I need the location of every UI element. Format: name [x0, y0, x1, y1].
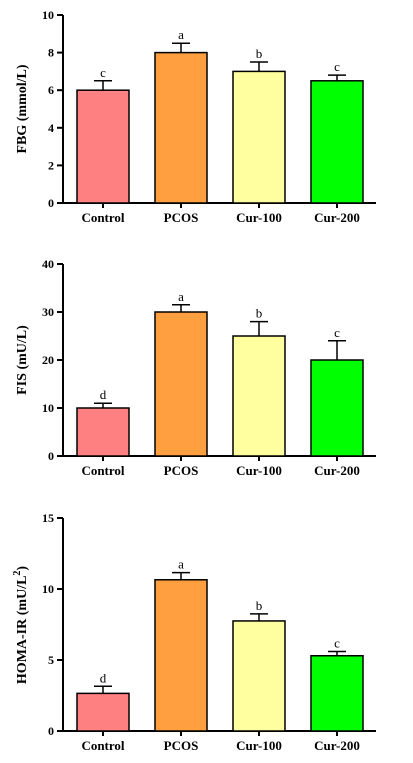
- y-tick-label: 0: [48, 724, 54, 738]
- significance-letter: c: [334, 59, 340, 74]
- y-axis-label-superscript: 2: [12, 571, 23, 576]
- x-tick-label: PCOS: [164, 463, 199, 478]
- significance-letter: c: [334, 635, 340, 650]
- bar-control: [76, 692, 130, 732]
- significance-letter: c: [334, 325, 340, 340]
- significance-letter: b: [256, 306, 263, 321]
- y-axis-label-main: HOMA-IR (mU/L: [15, 576, 30, 685]
- x-tick-label: Control: [81, 738, 124, 753]
- x-tick-label: Cur-100: [236, 210, 282, 225]
- y-tick-label: 0: [48, 449, 54, 463]
- chart-panel-1: 0 2 4 6 8 10 FBG (mmol/L) c Control a PCOS b Cur-100…: [15, 8, 376, 225]
- x-tick-label: Cur-100: [236, 463, 282, 478]
- y-tick-label: 20: [42, 353, 54, 367]
- x-tick-label: Cur-100: [236, 738, 282, 753]
- bar-cur-100: [232, 620, 286, 732]
- y-tick-label: 10: [42, 8, 54, 22]
- y-tick-label: 4: [48, 121, 54, 135]
- y-axis-label: HOMA-IR (mU/L2): [12, 566, 30, 685]
- x-tick-label: Cur-200: [314, 463, 360, 478]
- chart-panel-3: 0 5 10 15 HOMA-IR (mU/L2) d Control a PCOS b Cur-1…: [12, 511, 376, 753]
- x-tick-label: Cur-200: [314, 210, 360, 225]
- bar-cur-200: [310, 359, 364, 457]
- significance-letter: b: [256, 46, 263, 61]
- y-tick-label: 10: [42, 401, 54, 415]
- significance-letter: d: [100, 670, 107, 685]
- significance-letter: c: [100, 65, 106, 80]
- y-tick-label: 30: [42, 305, 54, 319]
- bar-cur-100: [232, 335, 286, 457]
- bar-control: [76, 407, 130, 457]
- bar-pcos: [154, 579, 208, 732]
- bar-cur-200: [310, 80, 364, 204]
- significance-letter: a: [178, 289, 184, 304]
- y-axis-label: FIS (mU/L): [15, 325, 30, 395]
- y-tick-label: 0: [48, 196, 54, 210]
- significance-letter: a: [178, 27, 184, 42]
- chart-panel-2: 0 10 20 30 40 FIS (mU/L) d Control a PCOS b Cur-100…: [15, 257, 376, 478]
- significance-letter: b: [256, 598, 263, 613]
- y-axis-label-end: ): [15, 566, 30, 571]
- y-axis-label-main: FIS (mU/L): [15, 325, 30, 395]
- significance-letter: a: [178, 557, 184, 572]
- y-tick-label: 5: [48, 653, 54, 667]
- y-axis-label-main: FBG (mmol/L): [15, 64, 30, 153]
- x-tick-label: PCOS: [164, 210, 199, 225]
- y-tick-label: 15: [42, 511, 54, 525]
- y-tick-label: 8: [48, 46, 54, 60]
- bar-cur-100: [232, 70, 286, 204]
- bar-cur-200: [310, 654, 364, 732]
- bar-control: [76, 89, 130, 204]
- y-tick-label: 40: [42, 257, 54, 271]
- x-tick-label: PCOS: [164, 738, 199, 753]
- y-tick-label: 10: [42, 582, 54, 596]
- x-tick-label: Cur-200: [314, 738, 360, 753]
- y-axis-label: FBG (mmol/L): [15, 64, 30, 153]
- y-tick-label: 2: [48, 158, 54, 172]
- x-tick-label: Control: [81, 210, 124, 225]
- y-tick-label: 6: [48, 83, 54, 97]
- bar-pcos: [154, 51, 208, 204]
- bar-pcos: [154, 311, 208, 457]
- x-tick-label: Control: [81, 463, 124, 478]
- significance-letter: d: [100, 387, 107, 402]
